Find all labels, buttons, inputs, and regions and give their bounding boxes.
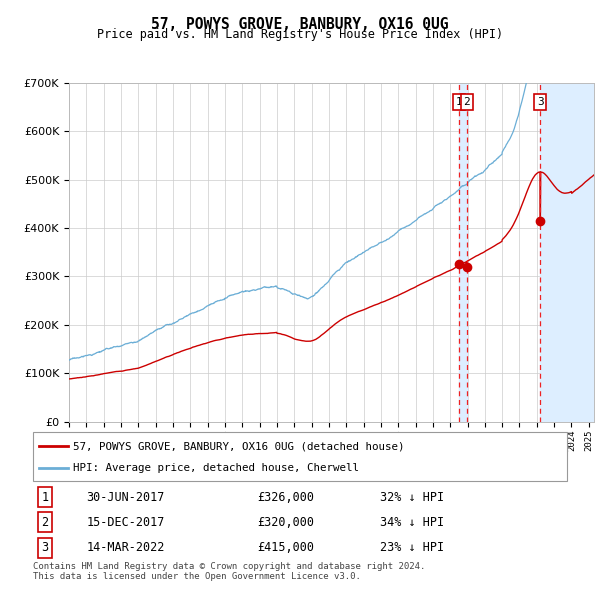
Text: £326,000: £326,000 [257,490,314,504]
Text: 30-JUN-2017: 30-JUN-2017 [86,490,165,504]
Text: 34% ↓ HPI: 34% ↓ HPI [380,516,444,529]
Text: Price paid vs. HM Land Registry's House Price Index (HPI): Price paid vs. HM Land Registry's House … [97,28,503,41]
Text: 1: 1 [455,97,462,107]
Text: 1: 1 [41,490,49,504]
Text: HPI: Average price, detached house, Cherwell: HPI: Average price, detached house, Cher… [73,463,359,473]
Text: £415,000: £415,000 [257,542,314,555]
Text: £320,000: £320,000 [257,516,314,529]
Text: 57, POWYS GROVE, BANBURY, OX16 0UG: 57, POWYS GROVE, BANBURY, OX16 0UG [151,17,449,31]
Text: 3: 3 [537,97,544,107]
Text: 2: 2 [41,516,49,529]
Text: Contains HM Land Registry data © Crown copyright and database right 2024.: Contains HM Land Registry data © Crown c… [33,562,425,571]
Text: 23% ↓ HPI: 23% ↓ HPI [380,542,444,555]
Text: 3: 3 [41,542,49,555]
FancyBboxPatch shape [33,432,567,481]
Text: 2: 2 [463,97,470,107]
Text: 15-DEC-2017: 15-DEC-2017 [86,516,165,529]
Bar [459,83,467,422]
Text: 14-MAR-2022: 14-MAR-2022 [86,542,165,555]
Text: 32% ↓ HPI: 32% ↓ HPI [380,490,444,504]
Bar [540,83,594,422]
Text: 57, POWYS GROVE, BANBURY, OX16 0UG (detached house): 57, POWYS GROVE, BANBURY, OX16 0UG (deta… [73,441,404,451]
Text: This data is licensed under the Open Government Licence v3.0.: This data is licensed under the Open Gov… [33,572,361,581]
